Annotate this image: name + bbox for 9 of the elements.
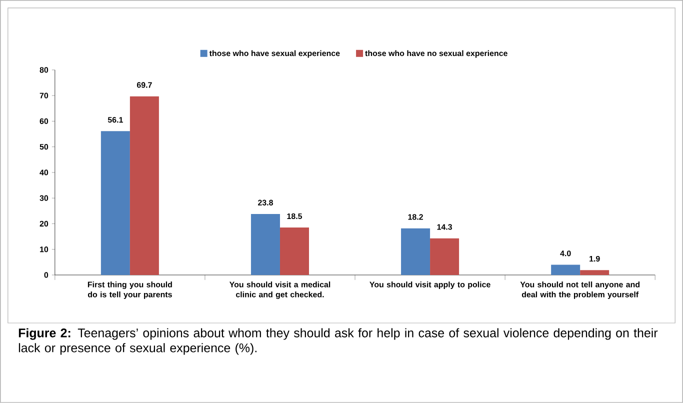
bar [551, 264, 580, 276]
text: Figure 2: Teenagers’ opinions about whom they should ask for help in case of sexual violence depending on their lack or presence of sexual experience (%). [18, 328, 658, 355]
bar [401, 228, 430, 276]
bar [430, 238, 460, 276]
bar [130, 96, 159, 276]
bar [100, 131, 130, 276]
bar [280, 228, 309, 276]
bar [250, 214, 280, 276]
bar [580, 270, 610, 276]
